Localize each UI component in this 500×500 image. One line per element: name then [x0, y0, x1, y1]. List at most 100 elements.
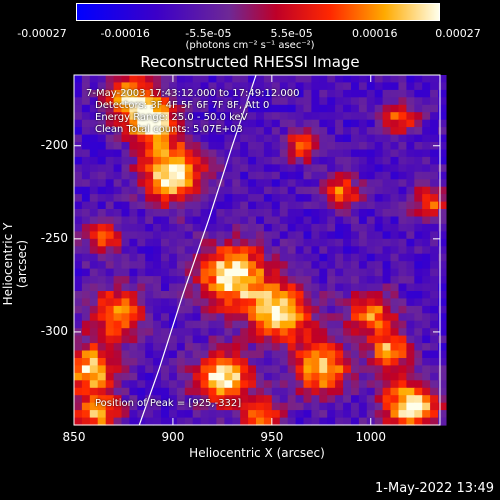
heatmap-cell — [430, 134, 439, 143]
heatmap-cell — [430, 380, 439, 389]
heatmap-cell — [374, 127, 384, 136]
heatmap-cell — [113, 186, 123, 195]
heatmap-cell — [129, 186, 138, 195]
heatmap-cell — [351, 201, 360, 210]
heatmap-cell — [200, 395, 210, 404]
annotation-energy-range: Energy Range: 25.0 - 50.0 keV — [95, 112, 248, 123]
heatmap-cell — [279, 402, 289, 411]
heatmap-cell — [121, 127, 130, 136]
heatmap-cell — [74, 261, 83, 270]
heatmap-cell — [271, 320, 281, 329]
heatmap-cell — [81, 358, 91, 366]
heatmap-cell — [287, 365, 297, 374]
heatmap-cell — [105, 171, 115, 180]
heatmap-cell — [113, 149, 123, 158]
y-tick-label: -300 — [40, 323, 68, 338]
heatmap-cell — [351, 164, 360, 173]
heatmap-cell — [145, 380, 154, 389]
heatmap-cell — [271, 201, 281, 210]
heatmap-cell — [438, 97, 447, 106]
heatmap-cell — [351, 343, 360, 352]
heatmap-cell — [319, 350, 328, 359]
heatmap-cell — [240, 358, 249, 366]
heatmap-cell — [406, 313, 415, 322]
heatmap-cell — [232, 209, 241, 217]
heatmap-cell — [430, 387, 439, 396]
heatmap-cell — [319, 253, 328, 262]
heatmap-cell — [137, 291, 146, 299]
heatmap-cell — [311, 97, 320, 106]
heatmap-cell — [430, 156, 439, 165]
heatmap-cell — [295, 387, 305, 396]
heatmap-cell — [137, 402, 146, 411]
heatmap-cell — [74, 119, 83, 128]
heatmap-cell — [438, 104, 447, 113]
heatmap-cell — [89, 372, 99, 381]
heatmap-cell — [184, 231, 194, 240]
heatmap-cell — [287, 395, 297, 404]
heatmap-cell — [161, 417, 170, 426]
heatmap-cell — [319, 89, 328, 98]
heatmap-cell — [303, 372, 312, 381]
heatmap-cell — [113, 89, 123, 98]
heatmap-cell — [263, 179, 273, 188]
heatmap-cell — [287, 291, 297, 299]
heatmap-cell — [74, 171, 83, 180]
heatmap-cell — [398, 335, 407, 344]
heatmap-cell — [74, 164, 83, 173]
heatmap-cell — [216, 372, 225, 381]
heatmap-cell — [366, 134, 376, 143]
heatmap-cell — [327, 89, 336, 98]
heatmap-cell — [145, 179, 154, 188]
heatmap-cell — [263, 164, 273, 173]
heatmap-cell — [335, 75, 344, 83]
heatmap-cell — [129, 387, 138, 396]
heatmap-cell — [176, 134, 186, 143]
heatmap-cell — [422, 387, 431, 396]
heatmap-cell — [358, 402, 368, 411]
heatmap-cell — [113, 305, 123, 314]
heatmap-cell — [351, 402, 360, 411]
heatmap-cell — [129, 82, 138, 91]
heatmap-cell — [366, 119, 376, 128]
heatmap-cell — [263, 97, 273, 106]
heatmap-cell — [121, 104, 130, 113]
heatmap-cell — [248, 97, 257, 106]
heatmap-cell — [200, 291, 210, 299]
heatmap-cell — [97, 298, 107, 307]
heatmap-cell — [121, 343, 130, 352]
heatmap-cell — [263, 112, 273, 121]
heatmap-cell — [382, 320, 392, 329]
heatmap-cell — [398, 104, 407, 113]
heatmap-cell — [145, 164, 154, 173]
heatmap-cell — [366, 253, 376, 262]
heatmap-cell — [81, 305, 91, 314]
heatmap-cell — [406, 343, 415, 352]
heatmap-cell — [279, 343, 289, 352]
heatmap-cell — [153, 97, 162, 106]
heatmap-cell — [113, 320, 123, 329]
heatmap-cell — [279, 112, 289, 121]
heatmap-cell — [240, 179, 249, 188]
heatmap-cell — [438, 171, 447, 180]
heatmap-cell — [200, 89, 210, 98]
heatmap-cell — [343, 112, 352, 121]
heatmap-cell — [232, 104, 241, 113]
heatmap-cell — [343, 350, 352, 359]
heatmap-cell — [129, 127, 138, 136]
heatmap-cell — [438, 365, 447, 374]
heatmap-cell — [224, 171, 233, 180]
heatmap-cell — [216, 343, 225, 352]
heatmap-cell — [74, 186, 83, 195]
heatmap-cell — [192, 283, 202, 292]
heatmap-cell — [161, 320, 170, 329]
heatmap-cell — [430, 395, 439, 404]
heatmap-cell — [176, 149, 186, 158]
heatmap-cell — [137, 387, 146, 396]
heatmap-cell — [161, 209, 170, 217]
heatmap-cell — [430, 75, 439, 83]
heatmap-cell — [232, 298, 241, 307]
heatmap-cell — [153, 365, 162, 374]
heatmap-cell — [232, 261, 241, 270]
heatmap-cell — [121, 313, 130, 322]
